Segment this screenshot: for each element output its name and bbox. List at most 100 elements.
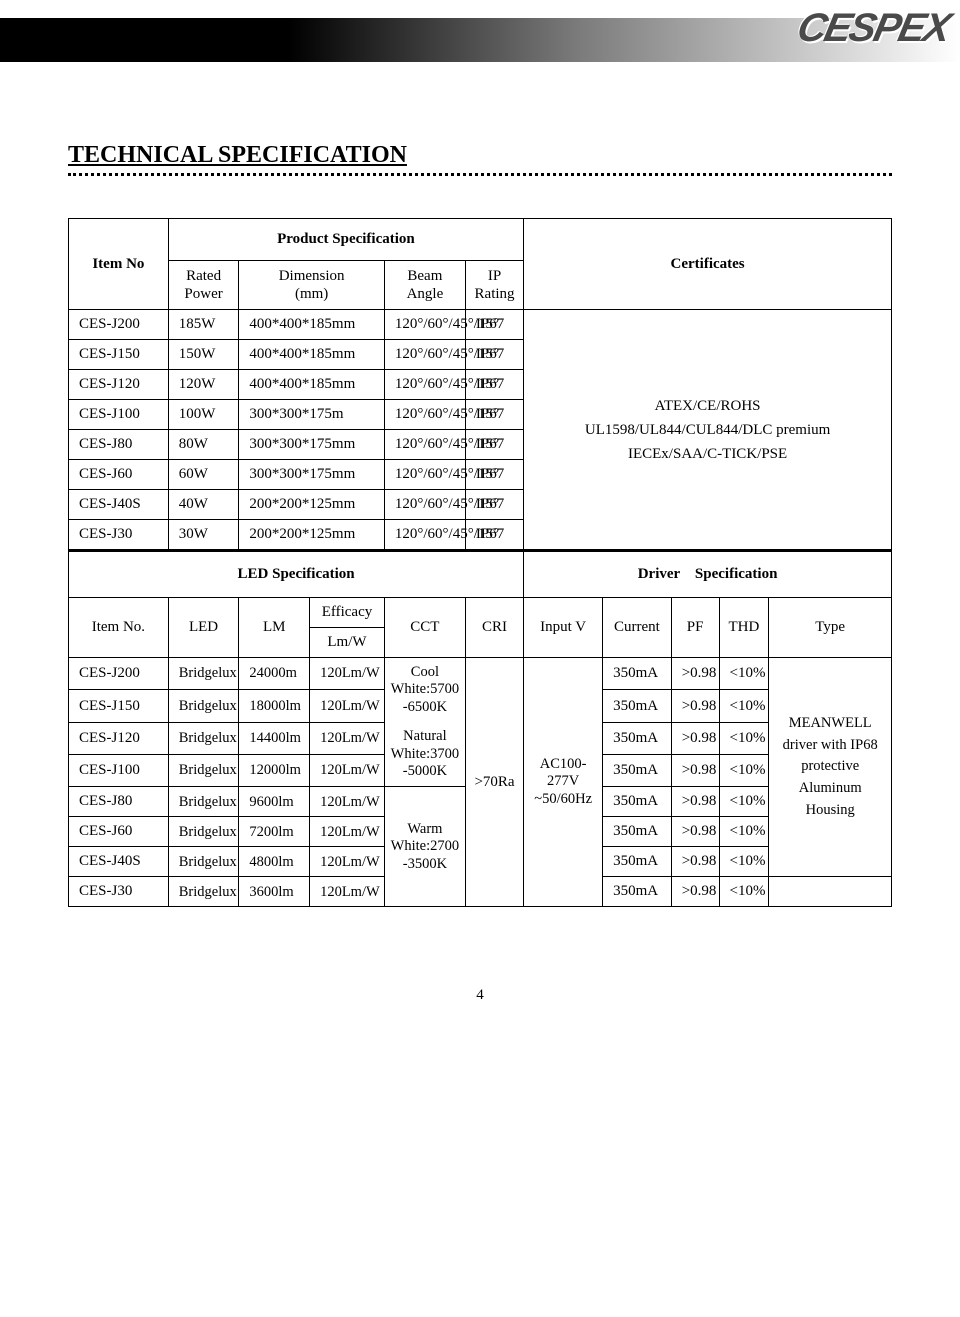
cell-eff: 120Lm/W — [310, 690, 385, 722]
type-line: protective — [801, 756, 859, 778]
type-line: Aluminum — [799, 778, 862, 800]
cell-led: Bridgelux — [168, 817, 239, 847]
cell-beam: 120°/60°/45°/15° — [384, 460, 465, 490]
product-spec-table: Item No Product Specification Certificat… — [68, 218, 892, 907]
cell-pf: >0.98 — [671, 877, 719, 907]
input-line: ~50/60Hz — [534, 791, 592, 808]
col-thd: THD — [719, 598, 769, 658]
col-efficacy-unit: Lm/W — [310, 628, 385, 658]
table-row: CES-J200 Bridgelux 24000m 120Lm/W CoolWh… — [69, 658, 892, 690]
cell-current: 350mA — [603, 817, 672, 847]
cct-line: Warm — [407, 821, 442, 838]
label: Power — [184, 285, 222, 303]
section-title: TECHNICAL SPECIFICATION — [68, 142, 892, 176]
label: Rating — [475, 285, 515, 303]
cell-lm: 12000lm — [239, 755, 310, 787]
cell-thd: <10% — [719, 847, 769, 877]
label: (mm) — [295, 285, 328, 303]
cell-type-empty — [769, 877, 892, 907]
cell-cct-warm: WarmWhite:2700-3500K — [384, 787, 465, 907]
cell-dim: 300*300*175mm — [239, 430, 384, 460]
cell-power: 100W — [168, 400, 239, 430]
type-line: MEANWELL — [789, 713, 872, 735]
cell-item: CES-J80 — [69, 787, 169, 817]
cell-beam: 120°/60°/45°/15° — [384, 340, 465, 370]
cell-beam: 120°/60°/45°/15° — [384, 400, 465, 430]
cell-power: 150W — [168, 340, 239, 370]
cell-thd: <10% — [719, 755, 769, 787]
cell-pf: >0.98 — [671, 755, 719, 787]
table-row: CES-J200 185W 400*400*185mm 120°/60°/45°… — [69, 310, 892, 340]
cell-eff: 120Lm/W — [310, 722, 385, 754]
cell-current: 350mA — [603, 877, 672, 907]
label: Dimension — [279, 267, 345, 285]
cell-lm: 7200lm — [239, 817, 310, 847]
cert-line: UL1598/UL844/CUL844/DLC premium — [585, 418, 830, 442]
cell-dim: 200*200*125mm — [239, 520, 384, 551]
col-beam-angle: BeamAngle — [384, 261, 465, 310]
cert-line: IECEx/SAA/C-TICK/PSE — [628, 442, 787, 466]
col-type: Type — [769, 598, 892, 658]
table-row: Item No Product Specification Certificat… — [69, 219, 892, 261]
cell-dim: 400*400*185mm — [239, 370, 384, 400]
cell-type: MEANWELL driver with IP68 protective Alu… — [769, 658, 892, 877]
cell-current: 350mA — [603, 658, 672, 690]
cell-power: 185W — [168, 310, 239, 340]
cell-thd: <10% — [719, 658, 769, 690]
cell-beam: 120°/60°/45°/15° — [384, 430, 465, 460]
cell-thd: <10% — [719, 787, 769, 817]
cell-lm: 3600lm — [239, 877, 310, 907]
cell-dim: 300*300*175mm — [239, 460, 384, 490]
cell-item: CES-J100 — [69, 400, 169, 430]
cell-lm: 24000m — [239, 658, 310, 690]
cell-eff: 120Lm/W — [310, 787, 385, 817]
cell-beam: 120°/60°/45°/15° — [384, 490, 465, 520]
col-rated-power: RatedPower — [168, 261, 239, 310]
cell-led: Bridgelux — [168, 787, 239, 817]
cell-cct-cool: CoolWhite:5700-6500K — [384, 658, 465, 723]
cell-input-v: AC100-277V~50/60Hz — [524, 658, 603, 907]
spec-tables: Item No Product Specification Certificat… — [68, 218, 892, 907]
cell-power: 60W — [168, 460, 239, 490]
cell-lm: 9600lm — [239, 787, 310, 817]
table-row: Item No. LED LM Efficacy CCT CRI Input V… — [69, 598, 892, 628]
cell-eff: 120Lm/W — [310, 658, 385, 690]
col-ip-rating: IPRating — [465, 261, 523, 310]
cell-led: Bridgelux — [168, 722, 239, 754]
cct-line: Cool — [411, 664, 439, 681]
label: Angle — [407, 285, 444, 303]
type-line: driver with IP68 — [783, 735, 878, 757]
page-number: 4 — [68, 987, 892, 1004]
col-dimension: Dimension(mm) — [239, 261, 384, 310]
cell-current: 350mA — [603, 847, 672, 877]
table-row: LED Specification Driver Specification — [69, 551, 892, 598]
cell-current: 350mA — [603, 690, 672, 722]
cell-item: CES-J40S — [69, 847, 169, 877]
cell-dim: 400*400*185mm — [239, 340, 384, 370]
cell-item: CES-J100 — [69, 755, 169, 787]
page-content: TECHNICAL SPECIFICATION Item No Product … — [0, 72, 960, 1024]
header-bar: CESPEX — [0, 0, 960, 72]
cct-line: -5000K — [403, 763, 447, 780]
cell-thd: <10% — [719, 690, 769, 722]
driver-spec-header: Driver Specification — [524, 551, 892, 598]
cell-certificates: ATEX/CE/ROHS UL1598/UL844/CUL844/DLC pre… — [524, 310, 892, 551]
col-item-no: Item No. — [69, 598, 169, 658]
cct-line: White:5700 — [391, 681, 459, 698]
col-input-v: Input V — [524, 598, 603, 658]
cell-pf: >0.98 — [671, 658, 719, 690]
cell-eff: 120Lm/W — [310, 817, 385, 847]
col-product-spec: Product Specification — [168, 219, 523, 261]
col-cri: CRI — [465, 598, 523, 658]
cell-item: CES-J60 — [69, 817, 169, 847]
cell-beam: 120°/60°/45°/15° — [384, 310, 465, 340]
cct-line: -6500K — [403, 699, 447, 716]
cell-pf: >0.98 — [671, 787, 719, 817]
input-line: AC100-277V — [528, 756, 598, 791]
brand-logo: CESPEX — [793, 6, 953, 51]
cell-item: CES-J60 — [69, 460, 169, 490]
cell-cri: >70Ra — [465, 658, 523, 907]
col-led: LED — [168, 598, 239, 658]
cell-current: 350mA — [603, 722, 672, 754]
label: Beam — [407, 267, 442, 285]
